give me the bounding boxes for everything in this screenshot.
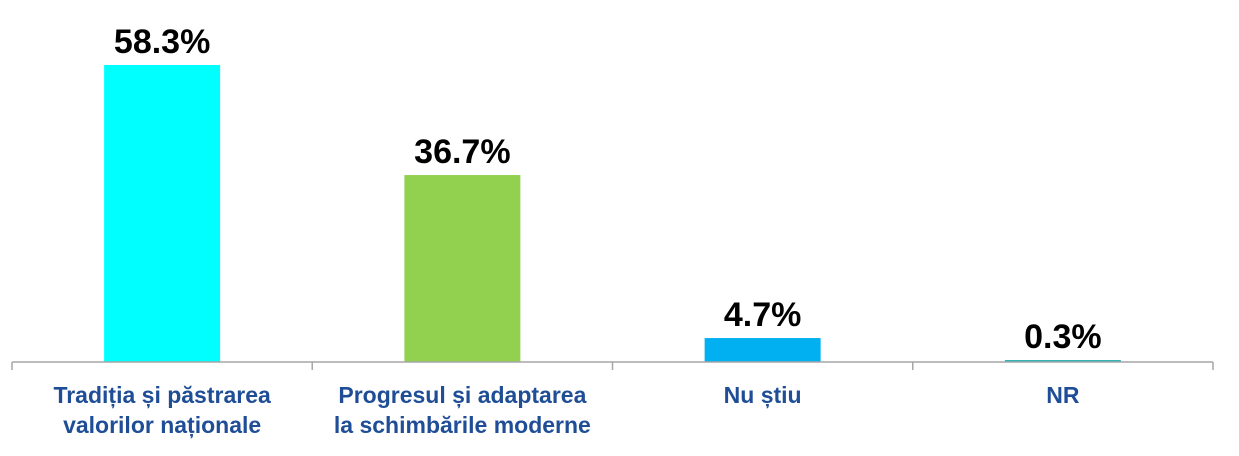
x-axis-ticks [11, 362, 1214, 370]
bar [704, 338, 821, 362]
value-labels-group: 58.3% 36.7% 4.7% 0.3% [114, 23, 1102, 356]
bars-group [104, 65, 1121, 362]
bar-value-label: 36.7% [414, 133, 510, 171]
bar [404, 175, 521, 362]
bar [1004, 360, 1121, 362]
category-labels-group: Tradiția și păstrarea valorilor naționale… [53, 382, 1079, 439]
category-label: Progresul și adaptarea [338, 382, 586, 409]
category-label: NR [1046, 382, 1080, 408]
bar-value-label: 4.7% [724, 296, 802, 334]
category-label: Tradiția și păstrarea [53, 382, 271, 409]
bar [104, 65, 221, 362]
category-label: valorilor naționale [63, 412, 261, 439]
bar-value-label: 58.3% [114, 23, 210, 61]
category-label: la schimbările moderne [334, 412, 591, 438]
bar-value-label: 0.3% [1024, 318, 1102, 356]
category-label: Nu știu [724, 382, 802, 409]
